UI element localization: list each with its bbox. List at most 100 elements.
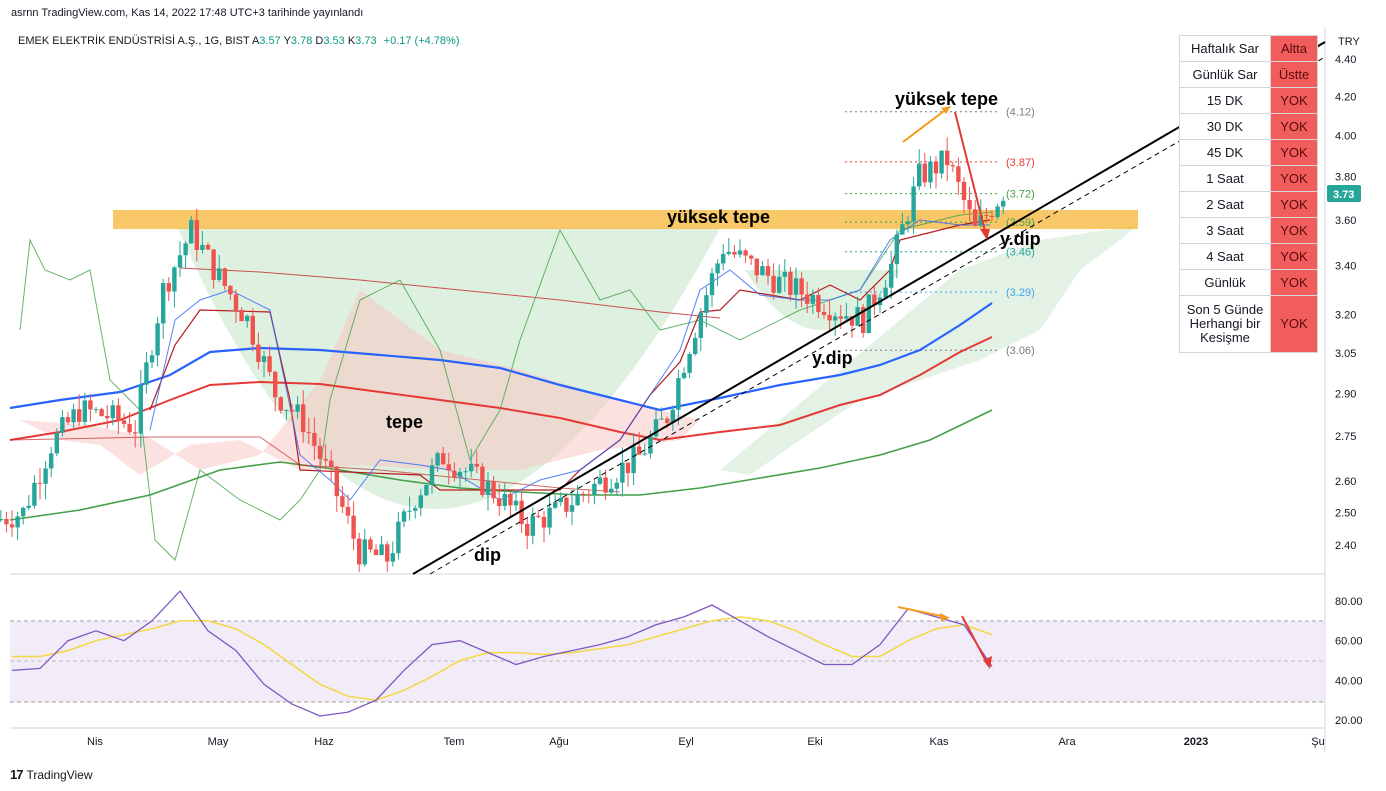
candle-body [782,271,787,277]
candle-body [771,275,776,293]
currency-label: TRY [1338,36,1360,48]
footer-brand[interactable]: 17 TradingView [10,767,93,782]
candle-body [345,506,351,516]
candle-body [866,294,871,334]
candle-body [0,518,4,521]
candle-body [687,353,692,373]
candle-body [245,315,250,322]
time-tick-label: May [208,736,229,748]
sar-row: 15 DK YOK [1179,87,1318,114]
candle-body [194,220,199,250]
price-tick-label: 3.20 [1335,309,1356,321]
rsi-red-arrow [961,615,989,666]
candle-body [149,355,155,363]
ma-blue-line [9,302,993,412]
candle-body [821,311,827,315]
label-tepe: tepe [386,412,423,432]
candle-body [967,200,972,210]
candle-body [284,409,289,411]
candle-body [49,453,54,469]
candle-body [480,466,485,495]
candle-body [256,344,261,363]
ma-long-red-line [9,436,621,493]
sar-row-value: Altta [1270,35,1318,62]
candle-body [799,278,804,295]
candle-body [872,294,877,306]
candle-body [37,482,43,484]
candle-body [127,423,132,433]
candle-body [609,488,614,493]
ma-red-line [9,336,993,442]
candle-body [564,497,569,512]
candle-body [989,215,995,218]
candle-body [810,294,815,304]
rsi-orange-arrow [897,606,947,618]
candle-body [805,294,810,304]
candle-body [441,453,446,465]
candle-body [469,463,474,472]
sar-row: Günlük YOK [1179,269,1318,296]
candle-body [978,214,983,226]
candle-body [379,544,384,555]
candle-body [525,523,530,536]
time-tick-label: Tem [444,736,465,748]
candle-body [205,244,211,250]
candle-body [407,510,412,512]
fib-level-label: (3.72) [1006,189,1035,201]
sar-row: 3 Saat YOK [1179,217,1318,244]
price-tick-label: 2.90 [1335,388,1356,400]
candle-body [9,524,15,528]
candle-body [928,161,933,183]
candle-body [939,150,944,174]
ichimoku-cloud-green [720,225,1138,475]
resistance-zone [113,210,1138,229]
candle-body [373,549,379,555]
candle-body [973,209,978,226]
candle-body [110,405,115,419]
candle-body [995,206,1000,218]
candle-body [984,214,989,216]
fib-level-label: (3.46) [1006,247,1035,259]
candle-body [592,483,597,495]
candle-body [754,258,759,276]
symbol-title[interactable]: EMEK ELEKTRİK ENDÜSTRİSİ A.Ş., 1G, BIST [18,35,250,47]
ma-green-line [9,409,993,521]
candle-body [457,471,463,478]
red-arrow-head [980,229,990,240]
candle-body [637,446,642,455]
sar-row-label: Son 5 Günde Herhangi bir Kesişme [1179,295,1271,353]
price-tick-label: 2.75 [1335,431,1356,443]
trend-line-dashed [429,56,1326,575]
sar-row-value: YOK [1270,217,1318,244]
candle-body [312,432,317,446]
candle-body [21,507,26,517]
price-tick-label: 2.50 [1335,507,1356,519]
candle-body [273,371,278,398]
candle-body [144,362,149,385]
candle-body [625,462,631,474]
sar-row: 30 DK YOK [1179,113,1318,140]
candle-body [614,482,619,489]
candle-body [961,181,967,201]
candle-body [200,244,205,250]
trend-line-solid [412,41,1326,575]
candle-body [166,283,171,292]
price-tick-label: 2.60 [1335,476,1356,488]
sar-row-label: 4 Saat [1179,243,1271,270]
candle-body [642,453,647,455]
open-value: 3.57 [259,35,281,47]
candle-body [956,166,961,182]
orange-arrow [902,107,949,143]
sar-row-value: YOK [1270,269,1318,296]
sar-row-label: Haftalık Sar [1179,35,1271,62]
low-value: 3.53 [323,35,345,47]
candle-body [105,415,110,419]
candle-body [569,505,575,512]
candle-body [329,460,334,468]
time-tick-label: Eyl [678,736,693,748]
candle-body [911,186,916,222]
candle-body [306,432,311,434]
price-tick-label: 4.40 [1335,54,1356,66]
candle-body [581,493,586,495]
